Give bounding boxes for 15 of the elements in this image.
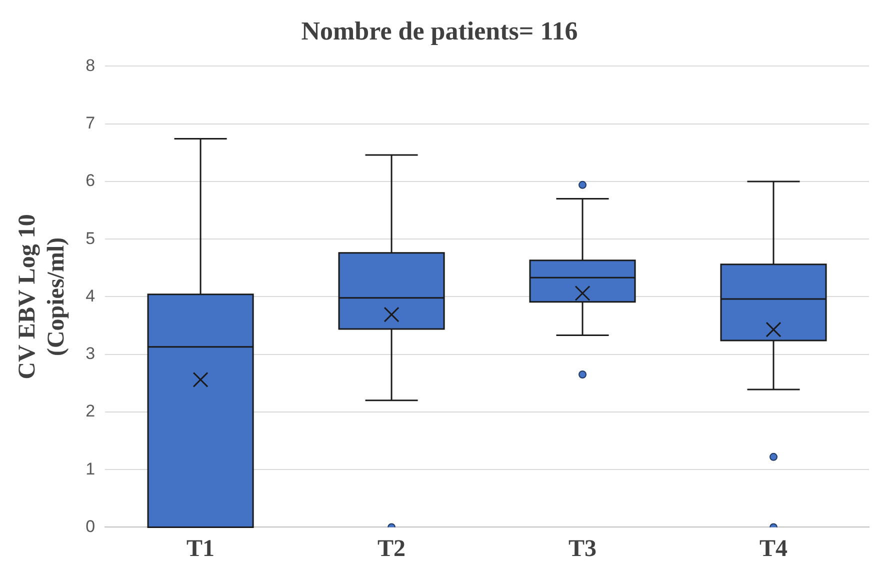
y-axis-title: CV EBV Log 10 (Copies/ml) bbox=[14, 214, 70, 380]
chart-title: Nombre de patients= 116 bbox=[301, 16, 578, 46]
y-tick-label: 1 bbox=[86, 459, 96, 478]
x-tick-label: T3 bbox=[568, 536, 597, 562]
y-tick-label: 4 bbox=[86, 286, 96, 306]
x-tick-label: T2 bbox=[378, 536, 406, 562]
x-tick-label: T1 bbox=[186, 536, 215, 562]
y-tick-label: 6 bbox=[86, 171, 96, 190]
x-tick-label: T4 bbox=[760, 536, 788, 562]
y-tick-label: 8 bbox=[86, 56, 96, 75]
y-tick-label: 3 bbox=[86, 344, 96, 364]
y-tick-label: 2 bbox=[86, 402, 96, 421]
y-tick-label: 5 bbox=[86, 228, 96, 248]
y-tick-label: 7 bbox=[86, 114, 96, 133]
y-tick-label: 0 bbox=[86, 516, 96, 536]
